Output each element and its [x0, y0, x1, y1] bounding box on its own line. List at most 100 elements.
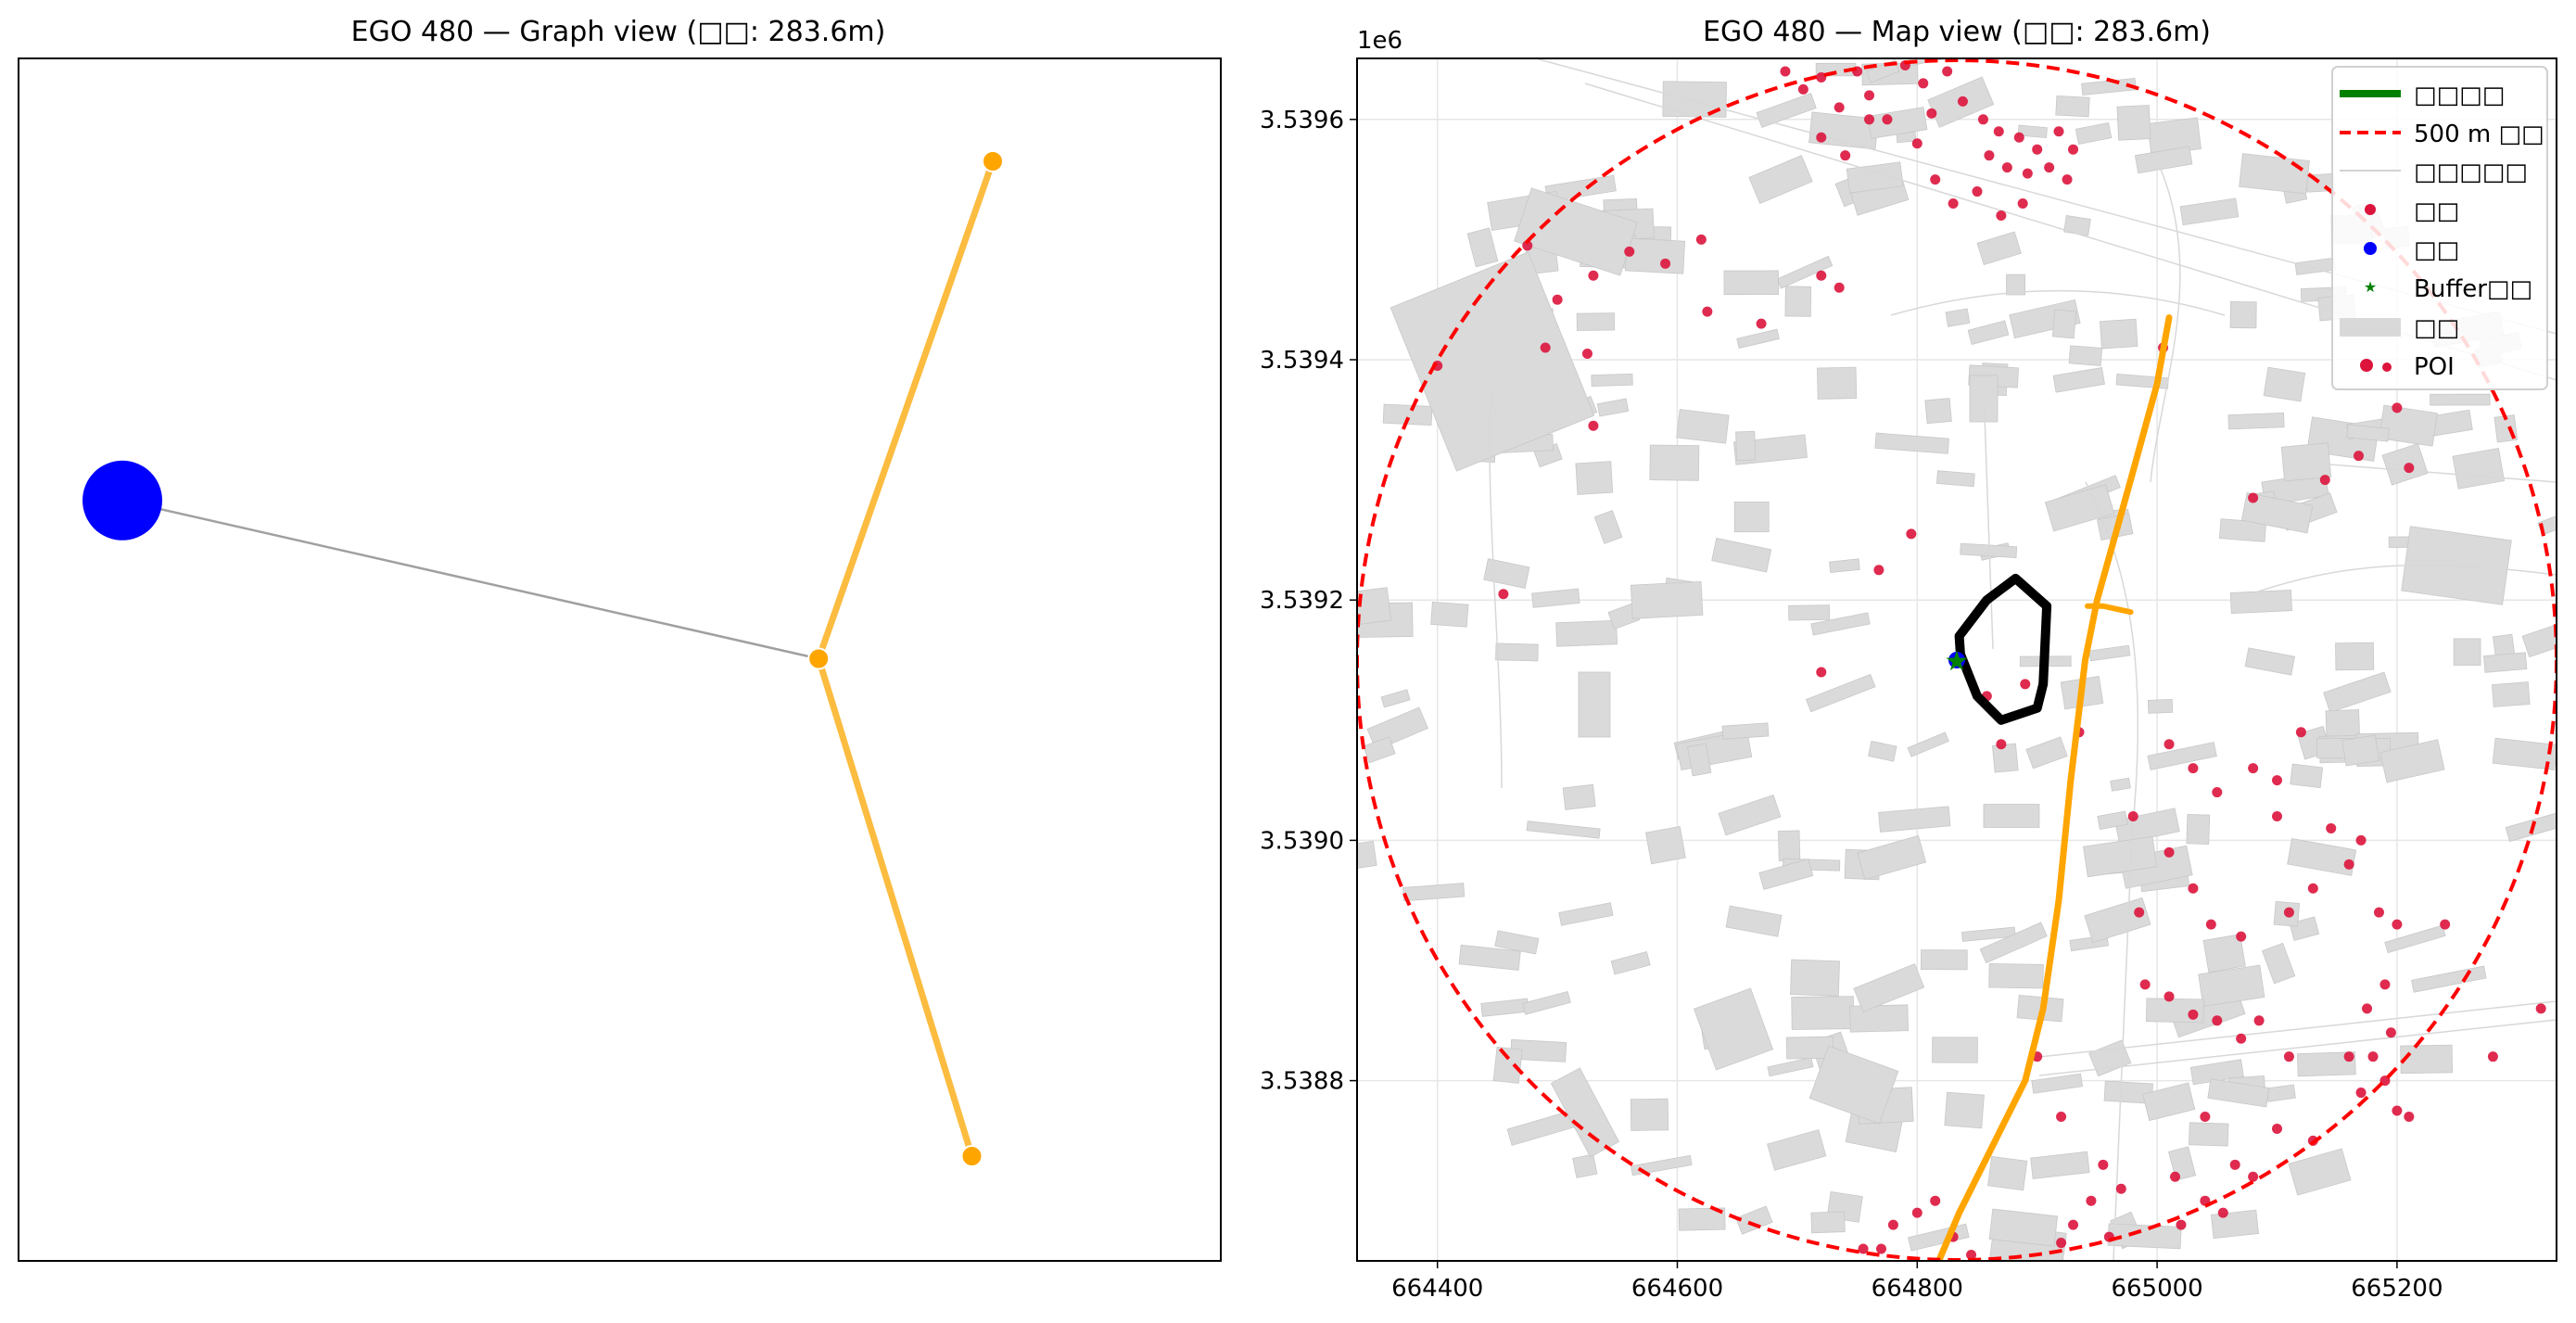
legend-label-blue: □□ — [2414, 236, 2459, 264]
building — [1578, 671, 1611, 738]
poi-point — [2020, 679, 2031, 690]
poi-point — [1875, 1243, 1886, 1254]
poi-point — [2392, 1105, 2403, 1116]
y-tick-label: 3.5394 — [1260, 347, 1344, 375]
building — [2100, 318, 2138, 350]
building — [1857, 834, 1927, 881]
building — [2055, 95, 2090, 118]
poi-point — [1996, 739, 2007, 750]
legend-label-poi: POI — [2414, 353, 2455, 381]
poi-point — [2283, 907, 2294, 918]
poi-point — [2353, 451, 2364, 462]
poi-point — [2056, 1111, 2067, 1122]
building — [1610, 951, 1651, 975]
building — [1526, 821, 1601, 839]
building — [1572, 1153, 1598, 1178]
building — [1531, 588, 1580, 608]
building — [2088, 644, 2131, 662]
building — [2198, 964, 2265, 1007]
poi-point — [2176, 1219, 2187, 1230]
poi-point — [2056, 1238, 2067, 1249]
building — [2288, 1148, 2352, 1196]
building — [2453, 638, 2481, 666]
poi-point — [1660, 258, 1671, 269]
legend-box — [2331, 66, 2548, 390]
building — [1733, 502, 1770, 533]
building — [1810, 1211, 1846, 1234]
building — [2134, 146, 2193, 174]
poi-point — [1816, 132, 1827, 143]
poi-point — [2053, 126, 2064, 137]
poi-point — [2229, 1159, 2240, 1170]
building — [1591, 373, 1633, 388]
building — [1458, 944, 1521, 971]
poi-point — [2170, 1171, 2181, 1182]
building — [1866, 59, 1900, 83]
poi-point — [1984, 150, 1995, 161]
poi-point — [2487, 1051, 2498, 1062]
building — [1357, 840, 1377, 870]
building — [2341, 734, 2380, 767]
building — [1630, 580, 1704, 619]
legend-swatch-poi-a — [2360, 359, 2373, 372]
building — [1778, 830, 1801, 861]
building — [1649, 444, 1700, 481]
building — [2491, 681, 2531, 707]
building — [1967, 320, 2010, 346]
poi-point — [1624, 246, 1635, 257]
poi-point — [2134, 907, 2145, 918]
map-axis-ticks: 664400 664600 664800 665000 665200 3.5388 3.53… — [1260, 107, 2443, 1303]
building — [2505, 808, 2557, 843]
street — [2038, 1019, 2557, 1076]
building — [1596, 398, 1630, 417]
legend-label-star: Buffer□□ — [2414, 275, 2532, 303]
building — [1735, 1205, 1773, 1235]
building — [1853, 963, 1925, 1012]
building — [1631, 1154, 1693, 1177]
building — [1987, 1155, 2028, 1191]
poi-point — [2086, 1195, 2097, 1206]
building — [1868, 740, 1897, 762]
building — [2147, 742, 2217, 770]
building — [1480, 998, 1529, 1017]
building — [2179, 197, 2240, 226]
route-spur — [2085, 603, 2134, 616]
building — [1932, 1037, 1978, 1063]
poi-point — [1540, 342, 1551, 353]
poi-point — [2205, 919, 2216, 930]
building — [1466, 227, 1499, 268]
legend-swatch-building — [2340, 318, 2401, 337]
poi-point — [2115, 1183, 2126, 1194]
building — [1558, 902, 1614, 926]
building — [1625, 237, 1686, 274]
y-tick-label: 3.5388 — [1260, 1068, 1344, 1096]
building — [1390, 251, 1595, 472]
graph-node-center — [82, 460, 162, 541]
poi-point — [1930, 174, 1941, 185]
y-tick-label: 3.5396 — [1260, 107, 1344, 134]
poi-point — [1930, 1195, 1941, 1206]
poi-point — [2404, 1111, 2415, 1122]
building — [2290, 763, 2324, 789]
building — [2202, 934, 2246, 973]
poi-point — [1695, 234, 1707, 245]
building — [2263, 366, 2306, 402]
building — [1644, 825, 1686, 865]
building — [2088, 1039, 2132, 1077]
building — [2063, 214, 2091, 236]
building — [1575, 461, 1614, 495]
poi-point — [1780, 66, 1791, 77]
graph-panel: EGO 480 — Graph view (□□: 283.6m) — [18, 16, 1222, 1262]
poi-point — [2392, 919, 2403, 930]
building — [2261, 942, 2296, 985]
building — [1846, 161, 1904, 194]
building — [1976, 231, 2022, 266]
poi-point — [2139, 979, 2151, 990]
poi-point — [2032, 144, 2043, 155]
y-tick-label: 3.5392 — [1260, 587, 1344, 615]
building — [2244, 647, 2295, 676]
poi-point — [1977, 114, 1988, 125]
poi-point — [2164, 846, 2175, 858]
poi-point — [1882, 114, 1893, 125]
x-tick-label: 664600 — [1631, 1275, 1723, 1303]
